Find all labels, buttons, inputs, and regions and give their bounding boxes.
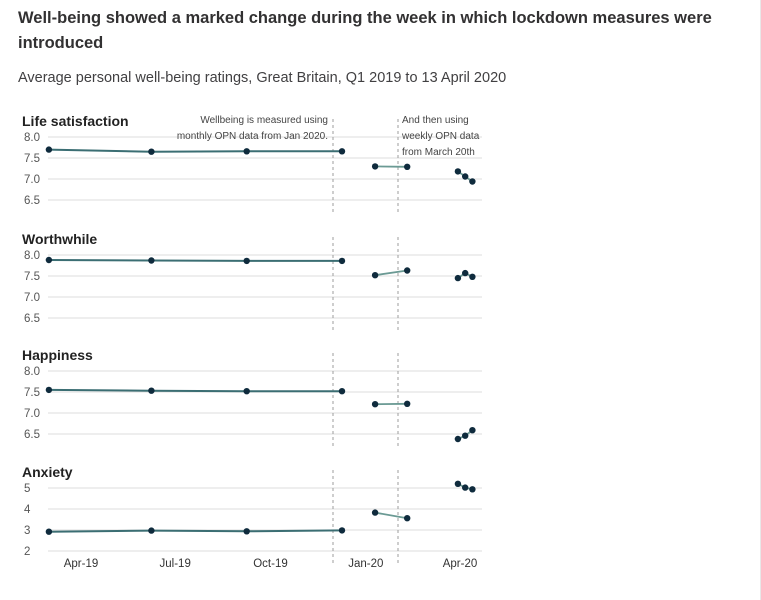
panel-title: Anxiety bbox=[22, 464, 73, 480]
data-point bbox=[338, 257, 346, 265]
x-tick-label: Apr-20 bbox=[443, 558, 478, 570]
y-tick-label: 6.5 bbox=[24, 429, 40, 441]
y-tick-label: 7.5 bbox=[24, 271, 40, 283]
x-tick-label: Jan-20 bbox=[348, 558, 383, 570]
x-tick-label: Oct-19 bbox=[253, 558, 288, 570]
data-point bbox=[243, 257, 250, 265]
y-tick-label: 8.0 bbox=[24, 132, 40, 144]
data-point bbox=[404, 267, 411, 274]
annotation-weekly-line: And then using bbox=[402, 115, 469, 126]
data-point bbox=[338, 527, 346, 534]
data-point bbox=[371, 272, 379, 279]
y-tick-label: 6.5 bbox=[24, 195, 40, 207]
series-line bbox=[48, 529, 343, 533]
annotation-weekly-line: from March 20th bbox=[402, 147, 475, 158]
data-point bbox=[454, 480, 462, 487]
chart-title: Well-being showed a marked change during… bbox=[18, 9, 712, 52]
y-tick-label: 8.0 bbox=[24, 366, 40, 378]
data-point bbox=[148, 148, 155, 155]
data-point bbox=[243, 148, 250, 155]
data-point bbox=[243, 528, 250, 535]
x-tick-label: Jul-19 bbox=[160, 558, 191, 570]
data-point bbox=[45, 146, 53, 153]
x-tick-label: Apr-19 bbox=[64, 558, 99, 570]
y-tick-label: 7.5 bbox=[24, 387, 40, 399]
data-point bbox=[404, 400, 411, 407]
annotation-weekly-line: weekly OPN data bbox=[401, 131, 480, 142]
y-tick-label: 7.0 bbox=[24, 408, 40, 420]
data-point bbox=[462, 269, 469, 277]
data-point bbox=[469, 486, 476, 493]
data-point bbox=[469, 273, 476, 280]
series-line bbox=[48, 388, 342, 393]
y-tick-label: 2 bbox=[24, 546, 30, 558]
panel-title: Life satisfaction bbox=[22, 113, 129, 129]
panel-title: Worthwhile bbox=[22, 231, 97, 247]
series-line bbox=[374, 511, 408, 520]
data-point bbox=[469, 178, 476, 185]
data-point bbox=[148, 257, 155, 264]
annotation-monthly-line-1: Wellbeing is measured using bbox=[200, 115, 328, 126]
data-point bbox=[371, 401, 379, 408]
y-tick-label: 7.0 bbox=[24, 174, 40, 186]
data-point bbox=[469, 427, 476, 434]
data-point bbox=[45, 528, 53, 535]
data-point bbox=[148, 527, 155, 534]
data-point bbox=[454, 168, 462, 175]
data-point bbox=[462, 484, 469, 491]
y-tick-label: 8.0 bbox=[24, 250, 40, 262]
data-point bbox=[45, 256, 53, 264]
series-line bbox=[48, 148, 342, 153]
y-tick-label: 4 bbox=[24, 504, 31, 516]
series-line bbox=[48, 259, 342, 262]
data-point bbox=[371, 509, 379, 516]
y-tick-label: 6.5 bbox=[24, 313, 40, 325]
data-point bbox=[45, 386, 53, 394]
data-point bbox=[148, 387, 155, 394]
data-point bbox=[404, 163, 411, 170]
data-point bbox=[462, 173, 469, 180]
y-tick-label: 7.0 bbox=[24, 292, 40, 304]
annotation-monthly-line-2: monthly OPN data from Jan 2020. bbox=[177, 131, 328, 142]
data-point bbox=[404, 515, 411, 522]
data-point bbox=[338, 388, 346, 395]
panel-title: Happiness bbox=[22, 347, 93, 363]
y-tick-label: 5 bbox=[24, 483, 30, 495]
chart-subtitle: Average personal well-being ratings, Gre… bbox=[18, 70, 507, 86]
series-line bbox=[374, 269, 408, 277]
data-point bbox=[462, 432, 469, 439]
y-tick-label: 3 bbox=[24, 525, 30, 537]
y-tick-label: 7.5 bbox=[24, 153, 40, 165]
data-point bbox=[371, 163, 379, 170]
data-point bbox=[243, 388, 250, 395]
data-point bbox=[338, 148, 346, 155]
data-point bbox=[454, 435, 462, 443]
data-point bbox=[454, 274, 462, 282]
